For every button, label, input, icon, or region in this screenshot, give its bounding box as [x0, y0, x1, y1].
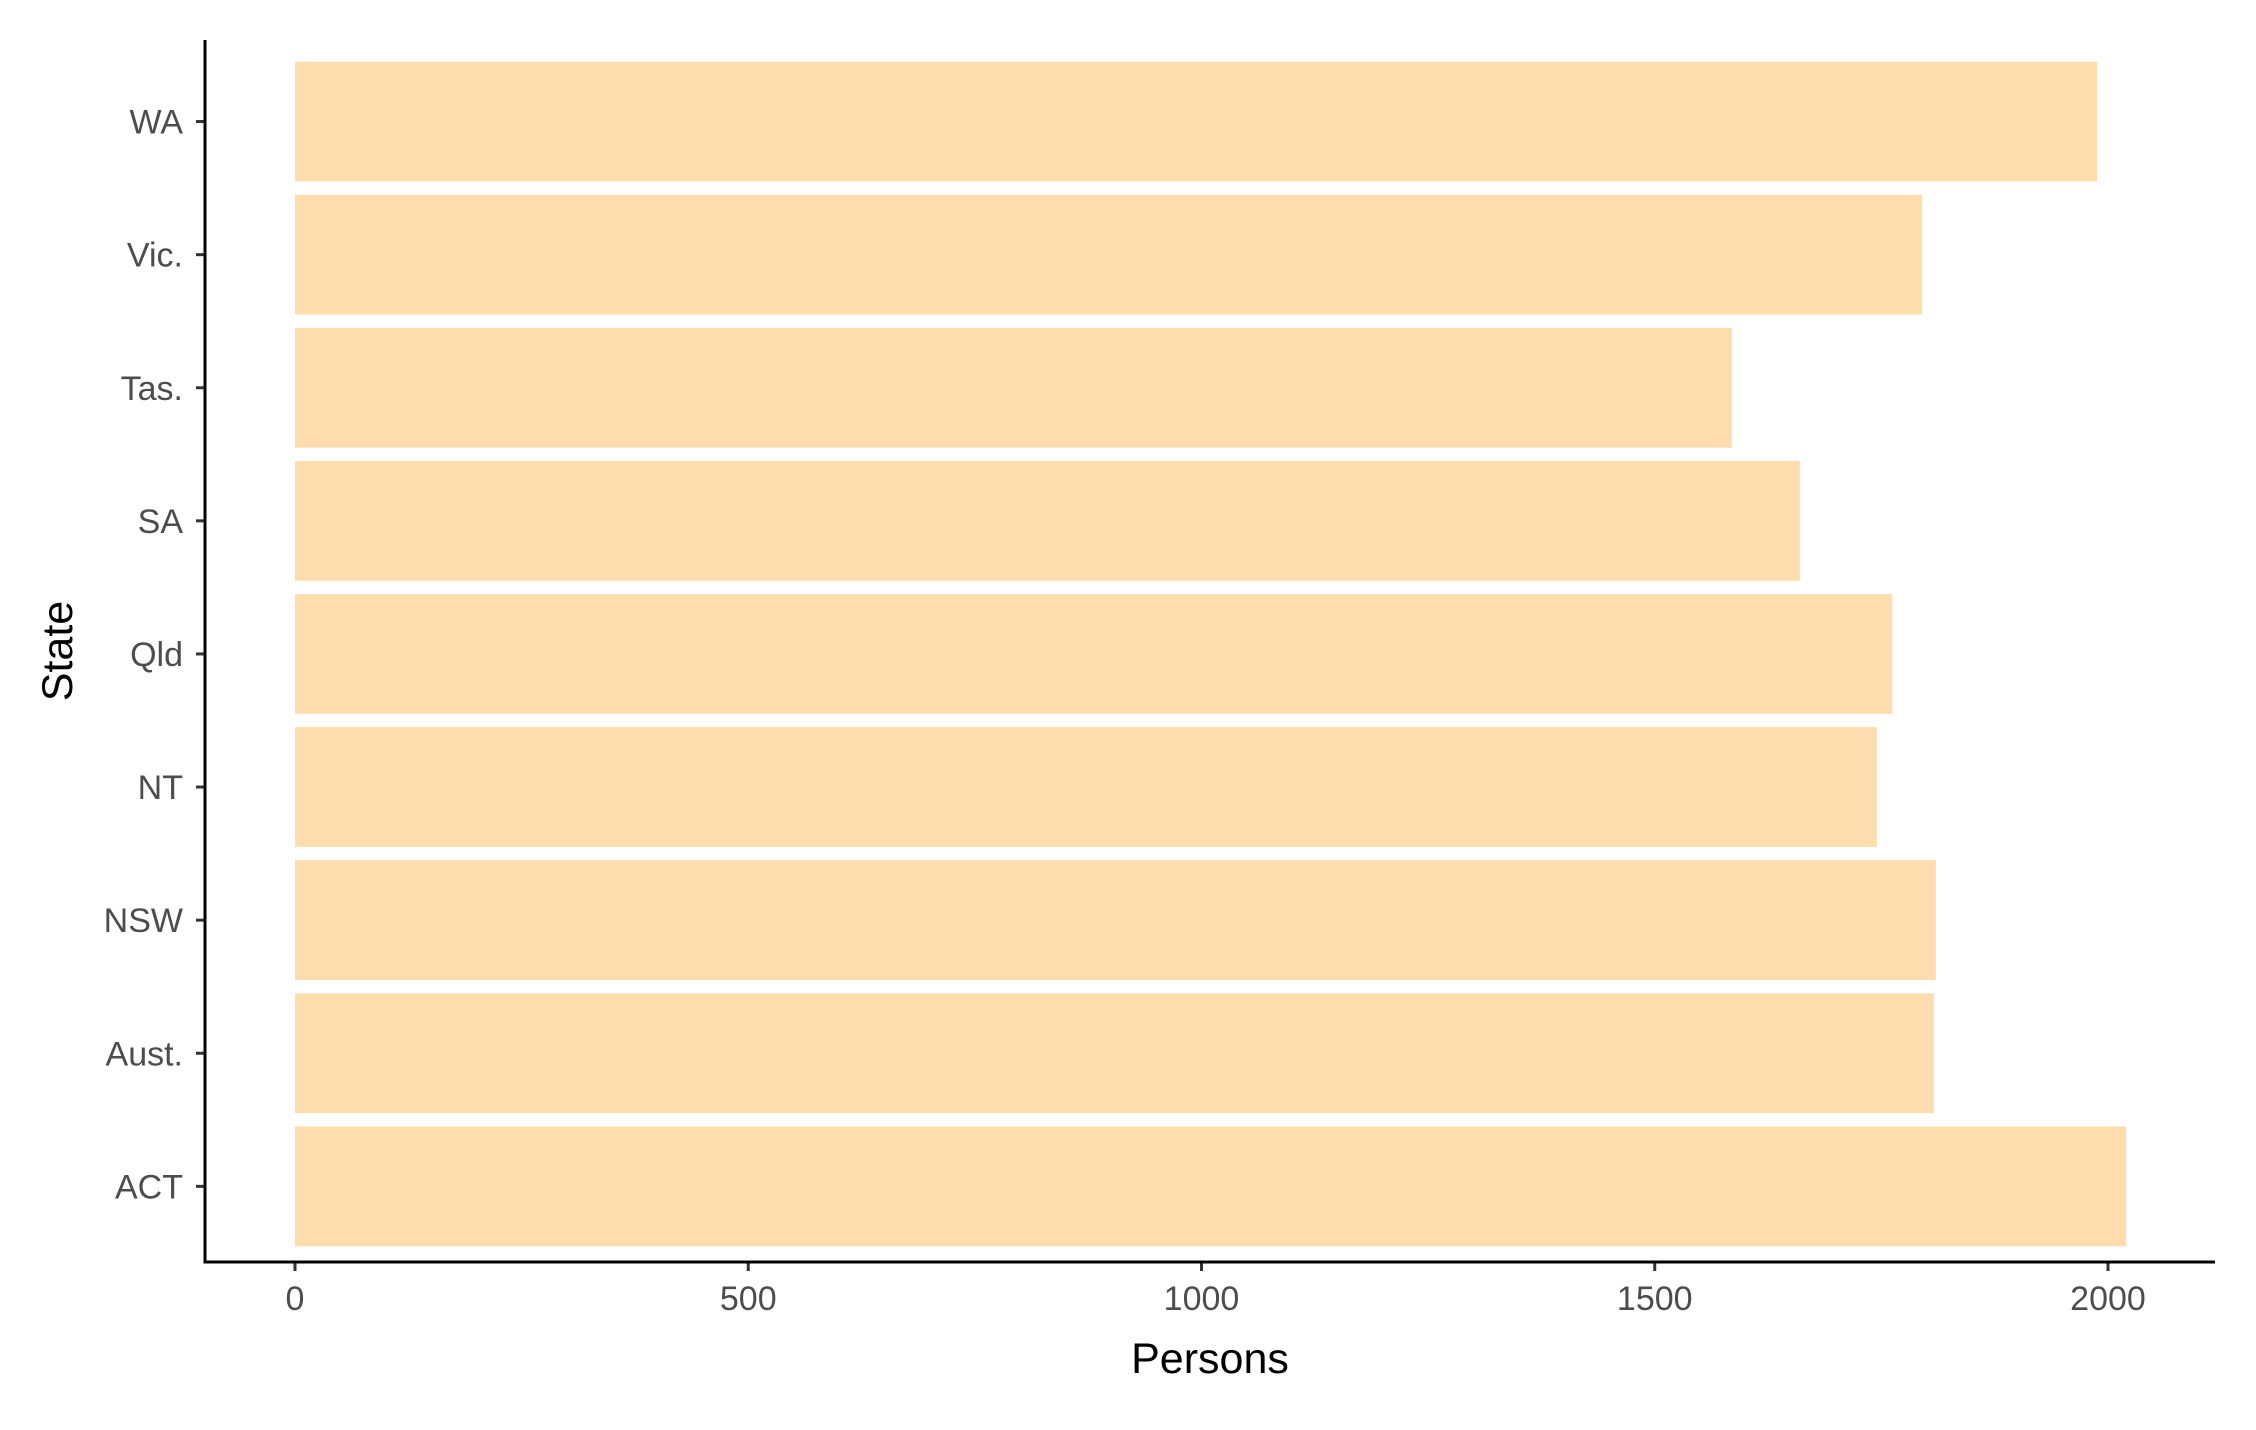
bar-tas	[295, 327, 1732, 448]
bar-sa	[295, 460, 1800, 581]
x-tick-label: 0	[286, 1280, 305, 1318]
x-tick-label: 1000	[1164, 1280, 1240, 1318]
bar-nsw	[295, 860, 1936, 981]
bar-nt	[295, 727, 1877, 847]
y-tick-label: Tas.	[121, 370, 183, 408]
y-tick-label: WA	[129, 104, 183, 142]
y-tick-label: Vic.	[127, 237, 183, 275]
bar-wa	[295, 61, 2098, 182]
bar-vic	[295, 194, 1923, 315]
bars-layer	[295, 61, 2127, 1247]
x-tick-label: 500	[720, 1280, 777, 1318]
bar-aust	[295, 993, 1934, 1114]
y-axis-ticks: ACT Aust. NSW NT Qld SA Tas. Vic. WA	[104, 104, 205, 1206]
x-axis-title: Persons	[1131, 1335, 1289, 1383]
y-tick-label: Aust.	[106, 1035, 183, 1073]
y-tick-label: ACT	[115, 1168, 183, 1206]
y-axis-title: State	[34, 601, 82, 701]
y-tick-label: NSW	[104, 902, 183, 940]
x-tick-label: 1500	[1617, 1280, 1693, 1318]
bar-qld	[295, 594, 1893, 714]
x-tick-label: 2000	[2070, 1280, 2146, 1318]
y-tick-label: SA	[138, 503, 184, 541]
y-tick-label: NT	[138, 769, 183, 807]
y-tick-label: Qld	[130, 636, 183, 674]
x-axis-ticks: 0 500 1000 1500 2000	[286, 1262, 2146, 1318]
bar-act	[295, 1126, 2127, 1247]
